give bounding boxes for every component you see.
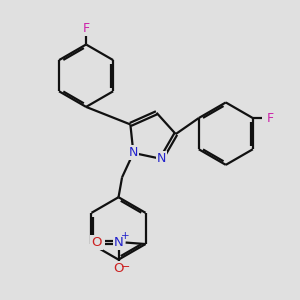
Text: −: −	[121, 262, 130, 272]
Text: N: N	[129, 146, 138, 159]
Text: O: O	[91, 236, 102, 249]
Text: N: N	[114, 236, 124, 249]
Text: N: N	[157, 152, 166, 165]
Text: F: F	[267, 112, 274, 124]
Text: O: O	[113, 262, 124, 275]
Text: F: F	[82, 22, 90, 34]
Text: +: +	[121, 231, 130, 241]
